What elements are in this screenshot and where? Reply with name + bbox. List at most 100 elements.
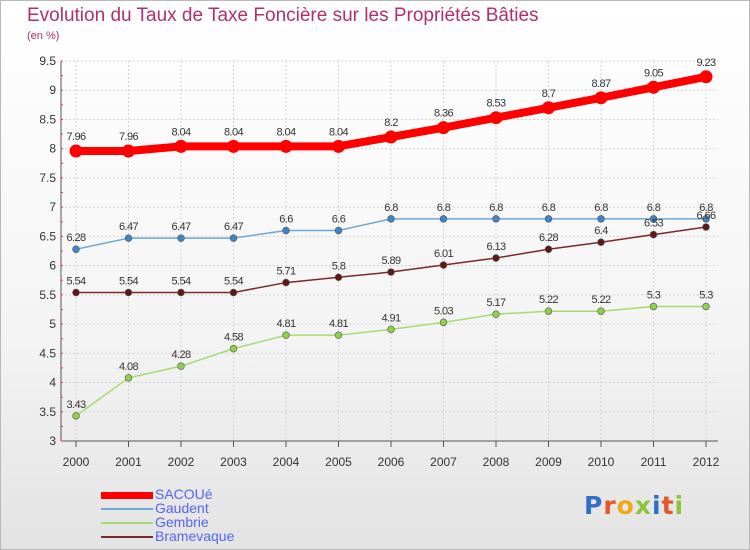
logo-letter: P [584,491,604,520]
data-label: 4.81 [276,318,295,330]
data-label: 6.8 [437,202,451,214]
data-label: 6.66 [696,210,715,222]
proxiti-logo: Proxiti [584,491,684,520]
data-label: 8.2 [384,117,398,129]
data-point [177,288,185,297]
data-point [72,288,80,297]
data-point [597,215,605,223]
data-point [334,226,343,235]
data-label: 4.81 [329,318,348,330]
data-label: 8.04 [171,126,190,138]
data-label: 5.54 [119,276,138,288]
data-label: 3.43 [66,399,85,411]
data-point [649,230,658,239]
data-point [72,245,80,253]
data-label: 6.47 [171,221,190,233]
legend-swatch-gembrie [101,522,153,524]
logo-letter: i [674,491,685,520]
data-point [332,139,345,153]
data-label: 8.36 [434,108,453,120]
logo-letter: t [661,491,675,520]
data-label: 4.08 [119,361,138,373]
y-tick-label: 8.5 [39,112,56,126]
data-label: 8.7 [542,88,556,100]
x-tick-label: 2010 [588,455,615,469]
chart-title: Evolution du Taux de Taxe Foncière sur l… [27,5,539,26]
data-point [544,245,553,253]
data-point [282,331,290,339]
data-point [597,307,605,315]
data-label: 5.22 [539,294,558,306]
logo-letter: o [616,491,635,520]
data-point [439,261,448,269]
proxiti-logo-text: Proxiti [584,491,684,520]
data-label: 6.28 [66,232,85,244]
legend-label-gaudent: Gaudent [155,500,209,516]
data-point [334,273,343,282]
data-point [229,344,238,353]
data-point [229,288,238,297]
data-point [597,238,605,246]
data-label: 5.22 [591,294,610,306]
legend-swatch-bramevaque [101,536,153,538]
y-tick-label: 6.5 [39,229,56,243]
data-label: 9.05 [644,67,663,79]
data-point [492,254,500,262]
data-point [387,215,395,223]
data-label: 5.3 [647,290,661,302]
x-tick-label: 2003 [220,455,247,469]
data-label: 6.01 [434,248,453,260]
data-point [649,302,658,311]
data-label: 7.96 [66,131,85,143]
legend-label-sacoue: SACOUé [155,486,213,502]
data-label: 5.17 [486,297,505,309]
data-point [594,91,608,105]
y-tick-label: 3.5 [39,405,56,419]
x-tick-label: 2012 [693,455,720,469]
data-point [492,215,500,223]
y-tick-label: 9.5 [39,54,56,68]
legend-label-gembrie: Gembrie [155,514,209,530]
data-label: 6.53 [644,218,663,230]
x-tick-label: 2006 [378,455,405,469]
data-label: 6.13 [486,241,505,253]
data-label: 6.47 [119,221,138,233]
data-point [124,234,133,242]
data-label: 6.8 [699,202,713,214]
data-point [124,374,133,382]
y-tick-label: 4.5 [39,346,56,360]
logo-letter: i [652,491,662,520]
x-tick-label: 2008 [483,455,510,469]
data-label: 5.71 [276,266,295,278]
data-label: 6.6 [279,214,293,226]
data-point [229,234,238,242]
data-label: 6.6 [332,214,346,226]
y-tick-label: 9 [49,83,56,97]
x-tick-label: 2007 [430,455,457,469]
data-label: 4.58 [224,332,243,344]
y-tick-label: 3 [49,434,56,448]
x-tick-label: 2000 [63,455,90,469]
data-point [702,223,710,231]
data-label: 6.47 [224,221,243,233]
data-label: 7.96 [119,131,138,143]
y-tick-label: 8 [49,142,56,156]
data-point [124,288,133,297]
y-tick-label: 5 [49,317,56,331]
legend-swatch-gaudent [101,508,153,510]
data-label: 6.8 [542,202,556,214]
data-point [489,111,503,125]
logo-letter: x [634,491,652,520]
data-point [492,310,500,318]
y-tick-label: 4 [49,376,56,390]
data-point [177,362,185,370]
data-label: 5.89 [381,255,400,267]
data-point [647,80,660,94]
data-point [542,101,555,115]
y-tick-label: 7 [49,200,56,214]
data-point [702,302,710,311]
data-point [649,215,658,223]
data-label: 9.23 [696,57,715,69]
